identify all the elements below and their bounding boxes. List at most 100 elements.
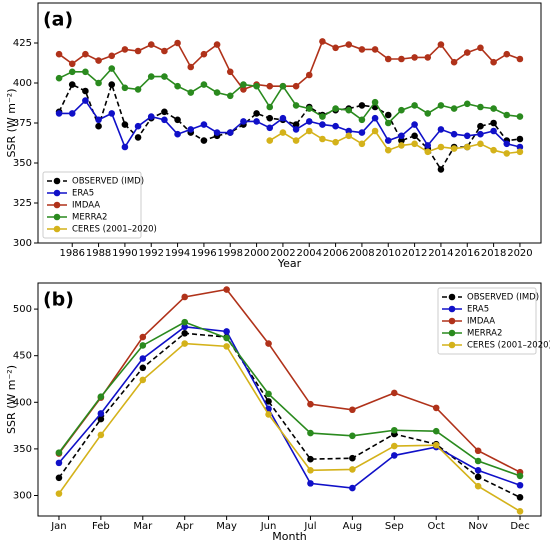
data-point (516, 143, 524, 151)
legend: OBSERVED (IMD) ERA5 IMDAA MERRA2 CERES (2001… (437, 287, 550, 355)
data-point (68, 68, 76, 76)
data-point (213, 89, 221, 96)
data-point (424, 148, 432, 156)
data-point (226, 68, 234, 76)
y-tick-label: 400 (13, 397, 32, 408)
data-point (95, 57, 102, 64)
data-point (55, 74, 63, 82)
data-point (240, 81, 247, 88)
data-point (139, 355, 147, 362)
data-point (174, 82, 181, 90)
data-point (82, 68, 89, 76)
data-point (97, 415, 105, 423)
data-point (349, 406, 356, 414)
data-point (134, 47, 142, 55)
legend-label: ERA5 (467, 305, 489, 315)
data-point (200, 137, 208, 144)
data-point (200, 81, 208, 88)
y-tick-label: 500 (13, 304, 32, 315)
x-tick-label: 2008 (349, 248, 374, 259)
data-point (181, 293, 189, 301)
data-point (437, 143, 445, 151)
data-point (474, 447, 482, 455)
x-tick-label: Oct (428, 521, 445, 532)
data-point (319, 113, 326, 120)
legend-label: IMDAA (467, 317, 495, 327)
legend-marker (53, 177, 61, 185)
data-point (307, 480, 314, 487)
data-point (68, 60, 76, 68)
x-tick-label: 1994 (165, 248, 190, 259)
data-point (398, 142, 405, 149)
data-point (181, 323, 189, 331)
data-point (477, 130, 484, 138)
series-line (58, 288, 521, 473)
data-point (463, 100, 471, 108)
x-tick-label: 2002 (270, 248, 295, 259)
data-point (266, 124, 274, 132)
series-line (58, 40, 521, 91)
data-point (55, 490, 63, 497)
x-tick-label: Feb (92, 521, 110, 532)
data-point (371, 98, 379, 106)
data-point (371, 114, 379, 122)
data-point (223, 328, 230, 335)
legend-marker (53, 201, 61, 209)
data-point (358, 129, 366, 136)
x-tick-label: Jan (50, 521, 66, 532)
data-point (279, 114, 287, 122)
data-point (437, 126, 445, 133)
data-point (187, 126, 195, 133)
x-tick-label: 1998 (218, 248, 243, 259)
x-tick-label: 2020 (507, 248, 532, 259)
data-point (139, 342, 147, 349)
data-point (139, 333, 147, 341)
data-point (477, 103, 484, 111)
y-tick-label: 300 (13, 238, 32, 249)
data-point (437, 166, 445, 173)
data-point (240, 118, 247, 125)
data-point (516, 472, 524, 480)
data-point (503, 150, 511, 157)
x-tick-label: Jun (260, 521, 277, 532)
y-tick-label: 350 (13, 444, 32, 455)
data-point (398, 106, 405, 114)
data-point (134, 122, 142, 130)
data-point (147, 113, 155, 120)
x-tick-label: 2014 (428, 248, 453, 259)
data-point (97, 431, 105, 439)
data-point (319, 121, 326, 128)
data-point (349, 454, 356, 462)
data-point (265, 398, 272, 405)
data-point (411, 132, 418, 140)
data-point (358, 46, 366, 53)
data-point (174, 130, 181, 138)
data-point (332, 122, 339, 130)
data-point (121, 46, 129, 53)
legend-label: OBSERVED (IMD) (72, 177, 144, 187)
data-point (134, 86, 142, 93)
data-point (223, 343, 230, 350)
data-point (463, 49, 471, 56)
x-axis-label: Month (272, 530, 307, 541)
data-point (319, 135, 326, 143)
data-point (345, 127, 353, 135)
data-point (516, 508, 524, 515)
legend-marker (448, 305, 456, 313)
data-point (55, 459, 63, 467)
data-point (490, 146, 497, 154)
data-point (134, 134, 142, 141)
data-point (349, 484, 356, 492)
legend-marker (53, 189, 61, 197)
data-point (226, 129, 234, 136)
legend-box (42, 171, 142, 239)
legend: OBSERVED (IMD) ERA5 IMDAA MERRA2 CERES (2001… (42, 171, 157, 239)
data-point (490, 105, 497, 112)
legend-label: CERES (2001–2020) (467, 341, 550, 351)
data-point (68, 110, 76, 117)
data-point (516, 148, 524, 156)
data-point (390, 426, 398, 434)
x-tick-label: 1988 (86, 248, 111, 259)
legend-marker (53, 225, 61, 233)
data-point (490, 119, 497, 127)
